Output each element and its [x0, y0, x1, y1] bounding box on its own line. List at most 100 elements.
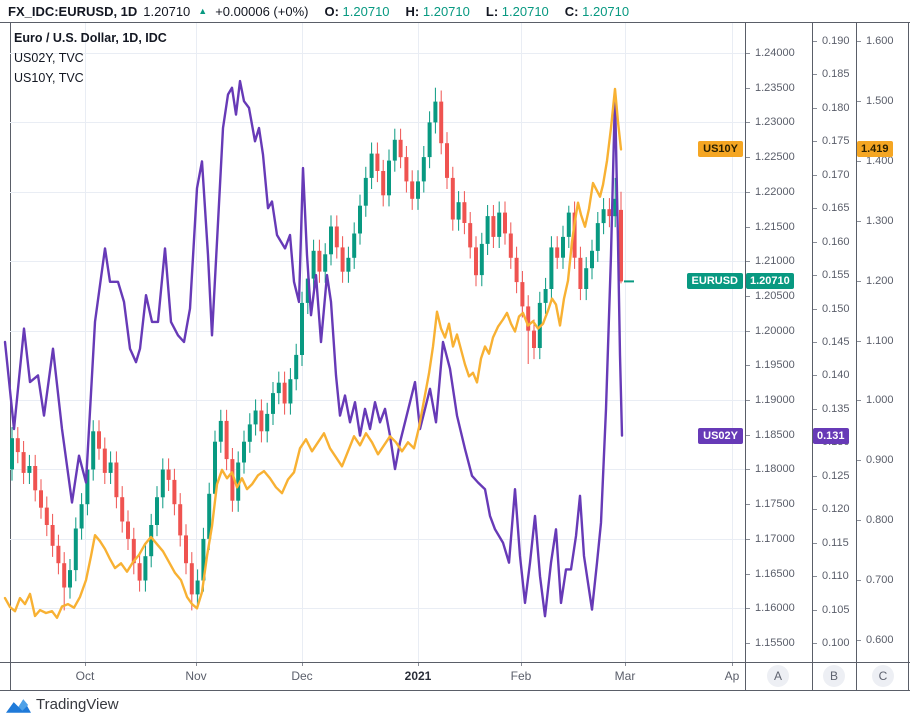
scale-a-tick-mark	[745, 574, 750, 575]
scale-b-tick-mark	[812, 476, 817, 477]
scale-c-tick-mark	[856, 161, 861, 162]
scale-c-tick-label: 1.500	[866, 95, 894, 107]
scale-b-tick-label: 0.105	[822, 604, 850, 616]
symbol-info-bar[interactable]: FX_IDC:EURUSD, 1D 1.20710 ▲ +0.00006 (+0…	[0, 0, 910, 22]
time-label-feb: Feb	[510, 669, 532, 683]
time-axis[interactable]: Oct Nov Dec 2021 Feb Mar Ap	[0, 662, 745, 690]
us02y-line-series	[3, 79, 624, 618]
scale-b-divider	[812, 22, 813, 690]
tradingview-logo[interactable]: TradingView	[6, 695, 119, 714]
scale-c-pill[interactable]: C	[872, 665, 894, 687]
scale-a-tick-label: 1.22000	[755, 186, 795, 198]
scale-c-tick-label: 1.600	[866, 35, 894, 47]
scale-c-tick-label: 1.100	[866, 335, 894, 347]
bottom-divider	[0, 690, 910, 691]
scale-b-tick-label: 0.140	[822, 369, 850, 381]
scale-c-tick-mark	[856, 400, 861, 401]
scale-c-tick-label: 0.800	[866, 514, 894, 526]
scale-a-tick-label: 1.19500	[755, 359, 795, 371]
up-triangle-icon: ▲	[198, 6, 208, 16]
time-tick-mark	[521, 662, 522, 666]
scale-b-tick-label: 0.180	[822, 102, 850, 114]
scale-a-tick-mark	[745, 365, 750, 366]
scale-a-tick-label: 1.22500	[755, 151, 795, 163]
scale-a-tick-mark	[745, 296, 750, 297]
scale-b-tick-label: 0.100	[822, 637, 850, 649]
us10y-series-badge: US10Y	[698, 141, 743, 157]
scale-c-tick-mark	[856, 281, 861, 282]
low-value: L: 1.20710	[485, 3, 549, 19]
scale-b-tick-mark	[812, 242, 817, 243]
scale-b-tick-mark	[812, 309, 817, 310]
scale-a-tick-mark	[745, 643, 750, 644]
legend-main-series[interactable]: Euro / U.S. Dollar, 1D, IDC	[14, 31, 167, 45]
scale-a-tick-mark	[745, 227, 750, 228]
scale-a-tick-mark	[745, 608, 750, 609]
scale-c-tick-label: 0.900	[866, 454, 894, 466]
price-scale-b[interactable]: 0.190 0.185 0.180 0.175 0.170 0.165 0.160 0.155…	[812, 22, 856, 690]
time-tick-mark	[85, 662, 86, 666]
close-value: C: 1.20710	[564, 3, 630, 19]
price-change: +0.00006 (+0%)	[215, 3, 309, 19]
right-spine	[908, 22, 909, 690]
scale-c-tick-mark	[856, 520, 861, 521]
time-tick-mark	[196, 662, 197, 666]
legend-us02y-series[interactable]: US02Y, TVC	[14, 51, 84, 65]
scale-b-tick-mark	[812, 141, 817, 142]
us02y-series-badge: US02Y	[698, 428, 743, 444]
price-scale-c[interactable]: 1.600 1.500 1.400 1.300 1.200 1.100 1.000 0.900…	[856, 22, 908, 690]
scale-b-tick-mark	[812, 543, 817, 544]
scale-b-pill[interactable]: B	[823, 665, 845, 687]
scale-b-tick-label: 0.150	[822, 303, 850, 315]
scale-a-tick-label: 1.17500	[755, 498, 795, 510]
scale-a-tick-mark	[745, 469, 750, 470]
scale-a-tick-mark	[745, 435, 750, 436]
scale-a-tick-label: 1.19000	[755, 394, 795, 406]
scale-a-tick-label: 1.17000	[755, 533, 795, 545]
time-label-mar: Mar	[614, 669, 636, 683]
legend-us10y-series[interactable]: US10Y, TVC	[14, 71, 84, 85]
price-scale-a[interactable]: 1.24000 1.23500 1.23000 1.22500 1.22000 1.215…	[745, 22, 812, 690]
scale-a-tick-mark	[745, 400, 750, 401]
symbol-title[interactable]: FX_IDC:EURUSD, 1D	[8, 3, 138, 19]
chart-canvas[interactable]	[0, 0, 745, 662]
scale-b-tick-mark	[812, 610, 817, 611]
scale-a-price-badge: 1.20710	[746, 273, 794, 289]
scale-b-tick-label: 0.125	[822, 470, 850, 482]
scale-a-tick-label: 1.16000	[755, 602, 795, 614]
scale-a-divider	[745, 22, 746, 690]
scale-b-tick-mark	[812, 175, 817, 176]
scale-b-tick-mark	[812, 41, 817, 42]
scale-b-tick-mark	[812, 375, 817, 376]
scale-c-tick-mark	[856, 341, 861, 342]
scale-b-tick-label: 0.190	[822, 35, 850, 47]
scale-b-tick-label: 0.185	[822, 68, 850, 80]
eurusd-series-badge: EURUSD	[686, 273, 743, 289]
scale-c-tick-mark	[856, 221, 861, 222]
scale-b-tick-mark	[812, 409, 817, 410]
scale-b-tick-mark	[812, 342, 817, 343]
scale-b-tick-mark	[812, 74, 817, 75]
scale-a-tick-mark	[745, 88, 750, 89]
scale-b-tick-mark	[812, 576, 817, 577]
scale-a-tick-label: 1.23500	[755, 82, 795, 94]
scale-a-pill[interactable]: A	[767, 665, 789, 687]
time-tick-mark	[302, 662, 303, 666]
time-label-oct: Oct	[75, 669, 95, 683]
scale-a-tick-label: 1.20000	[755, 325, 795, 337]
scale-b-tick-mark	[812, 275, 817, 276]
scale-a-tick-mark	[745, 157, 750, 158]
time-label-2021: 2021	[404, 669, 432, 683]
scale-a-tick-mark	[745, 122, 750, 123]
time-tick-mark	[418, 662, 419, 666]
scale-c-tick-label: 1.300	[866, 215, 894, 227]
scale-b-tick-label: 0.170	[822, 169, 850, 181]
tradingview-logo-icon	[6, 698, 31, 713]
scale-c-price-badge: 1.419	[857, 141, 893, 157]
scale-a-tick-mark	[745, 261, 750, 262]
scale-c-tick-mark	[856, 460, 861, 461]
scale-b-tick-mark	[812, 208, 817, 209]
scale-a-tick-label: 1.23000	[755, 116, 795, 128]
scale-a-tick-mark	[745, 53, 750, 54]
